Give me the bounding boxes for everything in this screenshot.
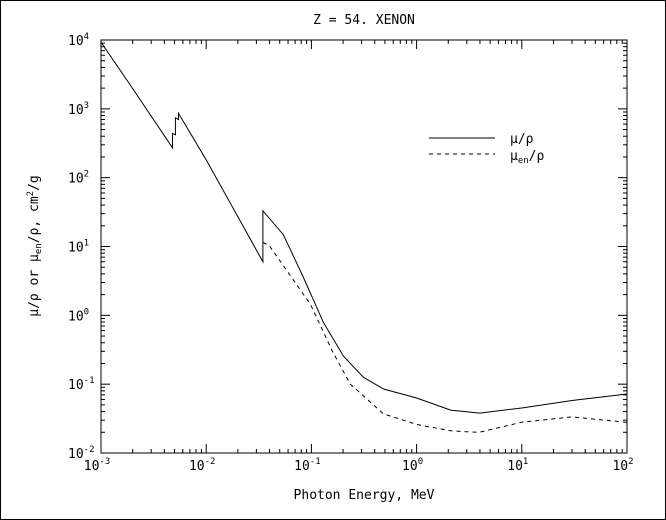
plot-frame	[100, 39, 628, 454]
y-tick-label: 10-1	[68, 376, 95, 393]
x-tick-label: 10-1	[294, 457, 321, 474]
x-tick-label: 10-3	[84, 457, 111, 474]
y-tick-label: 103	[68, 101, 89, 118]
legend: μ/ρ μen/ρ	[429, 132, 544, 166]
y-tick-label: 100	[68, 307, 89, 324]
y-tick-label: 102	[68, 170, 89, 187]
x-tick-label: 102	[612, 457, 633, 474]
y-tick-label: 10-2	[68, 445, 95, 462]
x-tick-label: 10-2	[189, 457, 216, 474]
y-tick-label: 104	[68, 32, 89, 49]
legend-label-mu: μ/ρ	[510, 132, 534, 147]
y-axis-label: μ/ρ or μen/ρ, cm2/g	[26, 175, 44, 317]
x-tick-label: 101	[507, 457, 528, 474]
x-axis-label: Photon Energy, MeV	[294, 488, 435, 503]
y-tick-label: 101	[68, 239, 89, 256]
series-line-mu-en	[262, 241, 628, 433]
legend-label-mu-en: μen/ρ	[510, 149, 544, 166]
chart-title: Z = 54. XENON	[313, 13, 415, 28]
x-tick-label: 100	[402, 457, 423, 474]
series-line-mu	[100, 41, 628, 414]
